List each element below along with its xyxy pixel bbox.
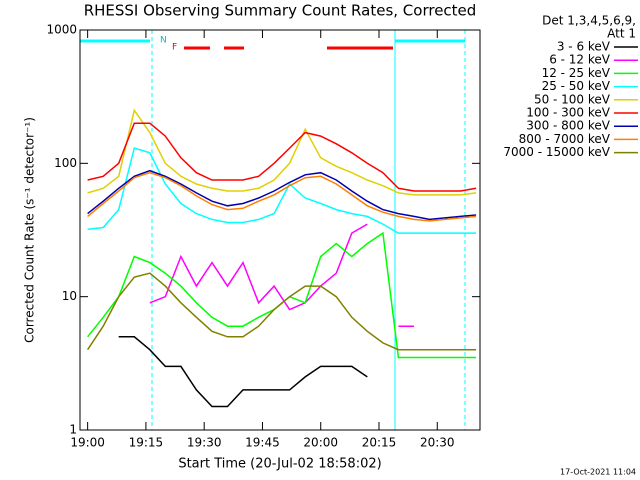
legend-label: 800 - 7000 keV [519,132,611,146]
x-axis-label: Start Time (20-Jul-02 18:58:02) [178,457,381,472]
series-line [86,272,477,351]
x-tick-label: 20:15 [362,436,397,450]
annotation-label: N [160,36,167,46]
series-line [87,171,477,222]
series-line [118,336,368,408]
legend-header: Att 1 [607,27,636,41]
y-tick-label: 100 [54,156,77,170]
legend-label: 300 - 800 keV [526,119,610,133]
x-tick-label: 20:00 [303,436,338,450]
plot-frame [79,29,481,431]
series-line [87,108,477,196]
x-tick-label: 19:30 [187,436,222,450]
y-tick-label: 1 [69,423,77,437]
legend-label: 6 - 12 keV [549,53,611,67]
legend-label: 7000 - 15000 keV [503,145,610,159]
y-tick-label: 1000 [46,23,77,37]
legend-label: 50 - 100 keV [534,92,611,106]
y-tick-label: 10 [62,289,77,303]
legend-label: 3 - 6 keV [557,40,611,54]
legend-label: 25 - 50 keV [542,79,611,93]
footer: 17-Oct-2021 11:04 [560,468,636,477]
legend-label: 100 - 300 keV [526,106,610,120]
series-line [87,169,477,221]
series-line [87,147,477,234]
x-tick-label: 19:45 [245,436,280,450]
series-line [149,223,414,327]
annotations: N F [80,30,466,430]
legend-header: Det 1,3,4,5,6,9, [542,14,636,28]
y-axis-label: Corrected Count Rate (s⁻¹ detector⁻¹) [23,117,37,343]
series-line [87,122,477,192]
annotation-label: F [172,43,177,53]
x-tick-label: 19:15 [129,436,164,450]
x-tick-label: 20:30 [420,436,455,450]
x-tick-label: 19:00 [70,436,105,450]
chart-title: RHESSI Observing Summary Count Rates, Co… [84,2,477,20]
legend-label: 12 - 25 keV [542,66,611,80]
